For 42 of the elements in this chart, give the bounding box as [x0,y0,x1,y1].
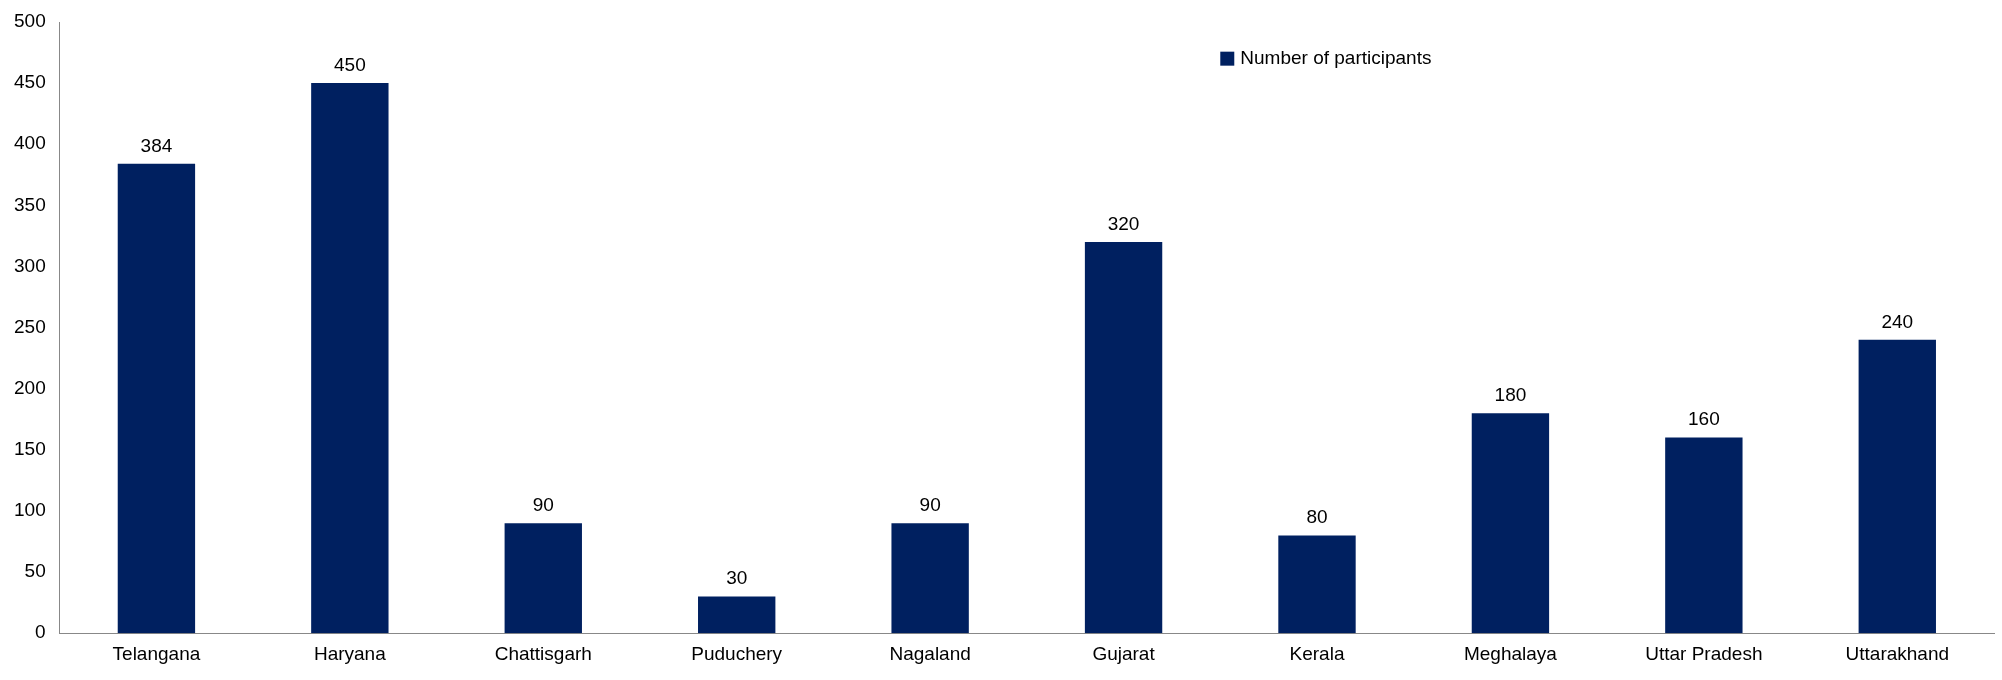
x-tick-label: Uttar Pradesh [1645,642,1763,664]
x-tick-label: Gujarat [1092,642,1156,664]
data-label: 30 [726,567,748,589]
y-tick-label: 350 [14,193,46,215]
data-label: 320 [1107,212,1140,234]
x-tick-label: Haryana [313,642,387,664]
y-tick-label: 400 [14,132,46,154]
data-label: 90 [919,493,941,515]
y-tick-label: 250 [14,315,46,337]
data-label: 240 [1881,310,1914,332]
y-tick-label: 150 [14,438,46,460]
legend-label: Number of participants [1240,46,1432,68]
y-tick-label: 500 [14,10,46,32]
bar [1084,242,1163,634]
bar [1278,535,1356,634]
x-tick-label: Chattisgarh [494,642,592,664]
y-tick-label: 200 [14,376,46,398]
bar [891,523,969,634]
bar [1665,437,1743,634]
x-tick-label: Kerala [1289,642,1345,664]
data-label: 384 [140,134,173,156]
data-label: 80 [1306,506,1328,528]
data-label: 160 [1688,408,1720,430]
bar [1858,339,1936,634]
x-tick-label: Nagaland [889,642,971,664]
data-label: 180 [1494,383,1527,405]
x-tick-label: Meghalaya [1463,642,1558,664]
x-tick-label: Uttarakhand [1845,642,1950,664]
bar [1471,413,1550,634]
x-tick-label: Puduchery [691,642,783,664]
data-label: 450 [333,53,366,75]
bar [117,163,196,634]
bar [504,523,582,634]
bar [698,596,776,634]
bar [311,83,389,634]
y-tick-label: 450 [14,71,46,93]
x-tick-label: Telangana [112,642,201,664]
y-tick-label: 100 [14,499,46,521]
data-label: 90 [532,493,554,515]
y-tick-label: 50 [24,560,46,582]
y-tick-label: 300 [14,254,46,276]
y-tick-label: 0 [35,621,46,643]
